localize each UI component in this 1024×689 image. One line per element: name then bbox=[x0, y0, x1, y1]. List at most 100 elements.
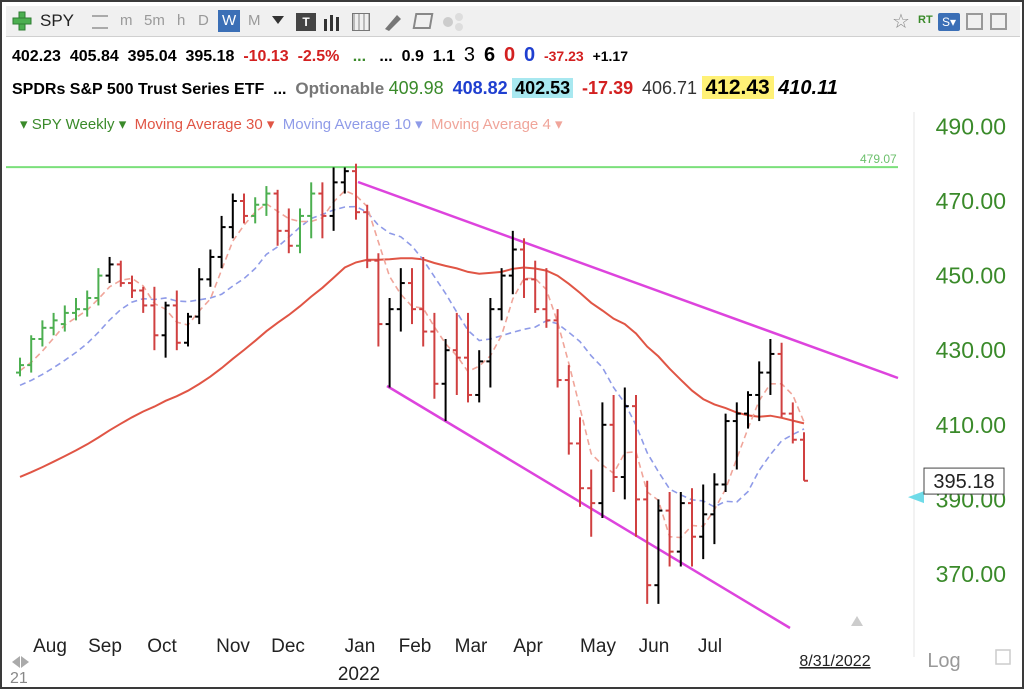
interval-5m[interactable]: 5m bbox=[144, 12, 165, 29]
price-bar[interactable] bbox=[531, 260, 540, 313]
price-bar[interactable] bbox=[318, 182, 327, 239]
price-bar[interactable] bbox=[452, 312, 461, 395]
price-bar[interactable] bbox=[441, 339, 450, 422]
price-bar[interactable] bbox=[755, 361, 764, 422]
price-bar[interactable] bbox=[632, 394, 640, 537]
scroll-up-icon[interactable] bbox=[851, 616, 863, 626]
price-bar[interactable] bbox=[576, 417, 584, 507]
price-bar[interactable] bbox=[284, 208, 293, 254]
channel-lower-line[interactable] bbox=[386, 384, 791, 630]
price-bar[interactable] bbox=[788, 402, 797, 444]
pencil-icon[interactable] bbox=[382, 12, 404, 37]
legend-ma4[interactable]: Moving Average 4 ▾ bbox=[430, 116, 563, 133]
price-bar[interactable] bbox=[251, 197, 260, 224]
price-bar[interactable] bbox=[262, 186, 271, 216]
dots-icon[interactable] bbox=[442, 12, 466, 37]
window-icon[interactable] bbox=[412, 13, 434, 29]
price-bar[interactable] bbox=[699, 484, 708, 560]
price-bar[interactable] bbox=[385, 297, 394, 388]
price-bar[interactable] bbox=[94, 268, 103, 306]
grid-icon[interactable] bbox=[92, 15, 108, 29]
price-bar[interactable] bbox=[340, 167, 349, 194]
price-bar[interactable] bbox=[217, 215, 226, 269]
price-bar[interactable] bbox=[184, 312, 192, 347]
price-bar[interactable] bbox=[27, 335, 36, 373]
chart-link-icon[interactable]: S▾ bbox=[938, 13, 960, 31]
scroll-left-icon[interactable] bbox=[12, 656, 20, 668]
price-bar[interactable] bbox=[16, 357, 24, 377]
price-bar[interactable] bbox=[228, 193, 237, 239]
price-bar[interactable] bbox=[654, 499, 663, 604]
price-bar[interactable] bbox=[195, 268, 204, 325]
price-bar[interactable] bbox=[598, 402, 607, 519]
price-bar[interactable] bbox=[688, 488, 696, 567]
symbol-label[interactable]: SPY bbox=[40, 11, 75, 30]
price-bar[interactable] bbox=[497, 268, 506, 321]
expand-icon[interactable] bbox=[995, 649, 1011, 665]
price-bar[interactable] bbox=[464, 312, 472, 403]
price-bar[interactable] bbox=[329, 167, 338, 231]
price-bar[interactable] bbox=[116, 260, 125, 287]
price-bar[interactable] bbox=[128, 275, 136, 298]
price-bar[interactable] bbox=[172, 290, 181, 351]
price-bar[interactable] bbox=[396, 268, 405, 332]
price-bar[interactable] bbox=[150, 286, 159, 351]
interval-m[interactable]: m bbox=[120, 12, 133, 29]
price-bar[interactable] bbox=[38, 320, 47, 347]
price-bar[interactable] bbox=[307, 182, 316, 239]
price-bar[interactable] bbox=[620, 387, 629, 500]
log-scale-toggle[interactable]: Log bbox=[927, 650, 960, 672]
price-bar[interactable] bbox=[553, 309, 562, 388]
interval-d[interactable]: D bbox=[198, 12, 209, 29]
price-bar[interactable] bbox=[273, 189, 282, 246]
chevron-down-icon[interactable] bbox=[272, 16, 284, 24]
price-bar[interactable] bbox=[520, 238, 528, 298]
price-bar[interactable] bbox=[72, 297, 80, 321]
price-bar[interactable] bbox=[60, 305, 69, 332]
legend-ma30[interactable]: Moving Average 30 ▾ bbox=[134, 116, 275, 133]
channel-upper-line[interactable] bbox=[357, 180, 899, 380]
price-bar[interactable] bbox=[643, 480, 652, 604]
rt-icon[interactable]: RT bbox=[918, 14, 933, 26]
legend-spy-weekly[interactable]: ▾ SPY Weekly ▾ bbox=[20, 116, 127, 133]
price-bar[interactable] bbox=[83, 290, 92, 317]
price-bar[interactable] bbox=[475, 350, 484, 403]
price-chart[interactable]: 479.07 370.00390.00410.00430.00450.00470… bbox=[6, 112, 1020, 687]
price-bar[interactable] bbox=[542, 268, 551, 328]
price-bar[interactable] bbox=[352, 163, 360, 220]
price-bar[interactable] bbox=[363, 204, 372, 269]
price-bar[interactable] bbox=[374, 253, 383, 347]
price-bar[interactable] bbox=[161, 301, 170, 358]
price-bar[interactable] bbox=[105, 256, 114, 284]
price-bar[interactable] bbox=[710, 473, 719, 545]
price-bar[interactable] bbox=[49, 312, 58, 336]
price-bar[interactable] bbox=[777, 342, 786, 418]
date-label[interactable]: 8/31/2022 bbox=[799, 653, 870, 670]
interval-w[interactable]: W bbox=[218, 10, 241, 32]
price-bar[interactable] bbox=[800, 432, 808, 482]
calculator-icon[interactable] bbox=[352, 13, 370, 31]
price-bar[interactable] bbox=[419, 256, 428, 347]
interval-mo[interactable]: M bbox=[248, 12, 261, 29]
star-icon[interactable]: ☆ bbox=[892, 11, 910, 33]
price-bar[interactable] bbox=[430, 312, 439, 399]
price-bar[interactable] bbox=[766, 339, 775, 395]
price-bar[interactable] bbox=[240, 193, 248, 224]
price-bar[interactable] bbox=[676, 491, 685, 567]
price-bar[interactable] bbox=[609, 394, 618, 492]
interval-h[interactable]: h bbox=[177, 12, 186, 29]
legend-ma10[interactable]: Moving Average 10 ▾ bbox=[282, 116, 423, 133]
save-icon[interactable] bbox=[966, 13, 983, 30]
price-bar[interactable] bbox=[721, 413, 730, 492]
price-bar[interactable] bbox=[587, 469, 596, 537]
close-icon[interactable] bbox=[990, 13, 1007, 30]
price-bar[interactable] bbox=[665, 491, 674, 567]
add-icon[interactable] bbox=[12, 11, 32, 31]
price-bar[interactable] bbox=[486, 297, 495, 388]
text-tool-icon[interactable]: T bbox=[296, 13, 316, 31]
price-bar[interactable] bbox=[744, 391, 752, 429]
scroll-right-icon[interactable] bbox=[21, 656, 29, 668]
price-bar[interactable] bbox=[408, 268, 416, 325]
price-bar[interactable] bbox=[732, 402, 741, 470]
bar-style-icon[interactable] bbox=[322, 13, 344, 36]
